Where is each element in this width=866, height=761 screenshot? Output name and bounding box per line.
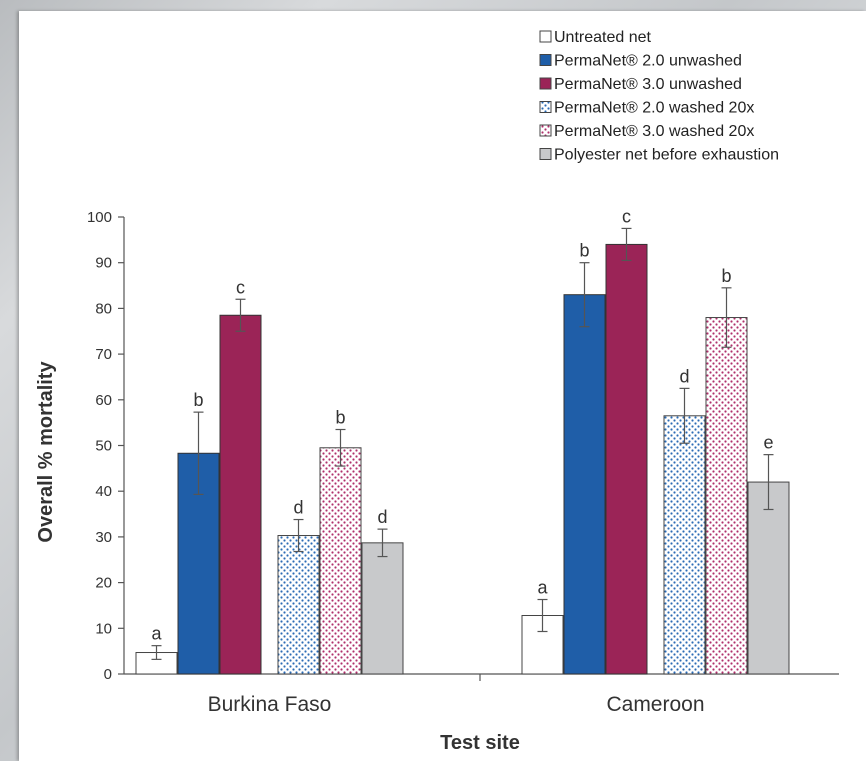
y-tick-label: 50	[95, 438, 112, 455]
significance-label: b	[579, 241, 589, 261]
x-axis-title: Test site	[440, 732, 520, 754]
legend-label: Polyester net before exhaustion	[554, 147, 779, 164]
bar	[563, 294, 606, 675]
significance-label: a	[537, 578, 548, 598]
chart-panel: 0 10 20 30 40 50 60 70 80 90 100 Burkina Faso Camero…	[19, 11, 866, 761]
legend-label: PermaNet® 2.0 washed 20x	[554, 100, 754, 117]
y-tick-label: 30	[95, 529, 112, 546]
bar	[277, 535, 320, 675]
y-tick-label: 70	[95, 346, 112, 363]
legend-swatch	[539, 101, 552, 113]
significance-label: a	[151, 624, 162, 644]
significance-label: d	[679, 366, 689, 386]
category-label: Burkina Faso	[208, 693, 332, 716]
legend-swatch	[539, 30, 552, 43]
bar	[219, 314, 262, 675]
y-tick-label: 20	[95, 575, 112, 592]
y-tick-label: 0	[104, 666, 112, 683]
legend-label: PermaNet® 3.0 unwashed	[554, 76, 742, 93]
significance-label: b	[193, 390, 203, 410]
bar	[605, 243, 648, 675]
y-axis-title: Overall % mortality	[35, 361, 57, 543]
legend-label: PermaNet® 3.0 washed 20x	[554, 123, 754, 140]
bar	[319, 447, 362, 675]
significance-label: e	[763, 433, 773, 453]
axes-layer: 0 10 20 30 40 50 60 70 80 90 100 Burkina Faso Camero…	[87, 209, 839, 716]
legend-swatch	[539, 124, 552, 137]
legend-label: PermaNet® 2.0 unwashed	[554, 53, 742, 70]
category-label: Cameroon	[606, 693, 704, 716]
legend: Untreated net PermaNet® 2.0 unwashed Perma…	[539, 29, 779, 164]
legend-label: Untreated net	[554, 29, 652, 46]
bar	[361, 542, 404, 675]
y-tick-label: 10	[95, 620, 112, 637]
bar	[747, 481, 790, 675]
significance-label: b	[335, 408, 345, 428]
y-tick-label: 90	[95, 255, 112, 272]
bar	[705, 317, 748, 675]
bar	[663, 415, 706, 675]
legend-swatch	[539, 54, 552, 66]
y-tick-label: 100	[87, 209, 112, 226]
y-tick-label: 60	[95, 392, 112, 409]
significance-label: c	[622, 206, 631, 226]
significance-label: d	[293, 498, 303, 518]
bar-chart: 0 10 20 30 40 50 60 70 80 90 100 Burkina Faso Camero…	[35, 29, 839, 754]
y-tick-label: 80	[95, 300, 112, 317]
legend-swatch	[539, 77, 552, 90]
bars-layer: a b c d b d a b c d b e	[135, 206, 790, 675]
significance-label: c	[236, 277, 245, 297]
significance-label: d	[377, 507, 387, 527]
legend-swatch	[539, 148, 552, 160]
y-tick-label: 40	[95, 483, 112, 500]
significance-label: b	[721, 266, 731, 286]
